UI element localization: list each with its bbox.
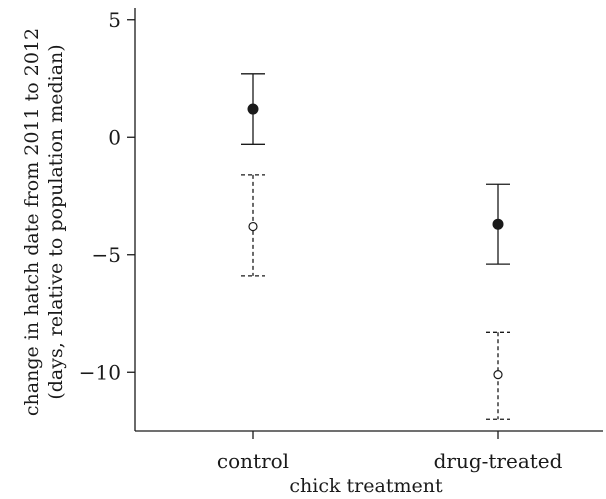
data-marks xyxy=(241,73,510,420)
data-point-filled xyxy=(247,103,259,115)
y-axis-title-line-2: (days, relative to population median) xyxy=(45,44,67,399)
y-tick-label: 0 xyxy=(108,125,121,149)
x-tick-label: control xyxy=(217,449,289,473)
data-point-open xyxy=(248,221,258,232)
y-tick-label: −5 xyxy=(92,243,121,267)
axis-labels: chick treatment change in hatch date fro… xyxy=(21,28,443,497)
x-tick-label: drug-treated xyxy=(434,449,563,473)
data-point-filled xyxy=(492,218,504,230)
axes: −10 −5 0 5 control drug-treated xyxy=(79,8,603,473)
y-tick-label: −10 xyxy=(79,360,121,384)
data-point-open xyxy=(493,370,503,380)
x-axis-title: chick treatment xyxy=(289,475,443,497)
y-axis-title-line-1: change in hatch date from 2011 to 2012 xyxy=(21,28,43,416)
y-tick-label: 5 xyxy=(108,8,121,32)
